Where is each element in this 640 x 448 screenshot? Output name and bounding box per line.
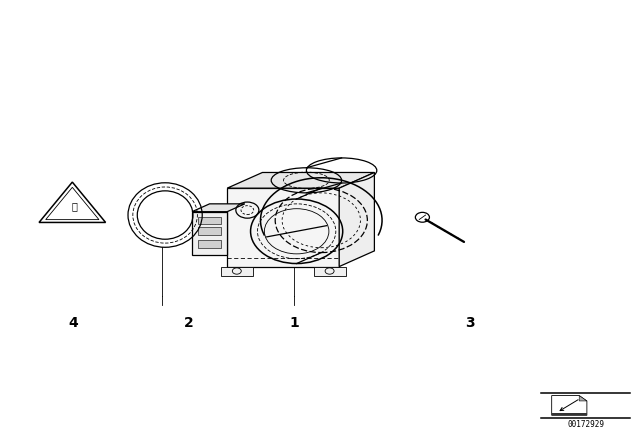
Polygon shape [192,204,245,211]
Polygon shape [221,267,253,276]
Polygon shape [198,228,221,235]
Polygon shape [227,172,374,188]
Polygon shape [339,172,374,267]
Polygon shape [314,267,346,276]
Text: 4: 4 [68,316,79,330]
Text: 彡: 彡 [71,201,77,211]
Polygon shape [552,396,587,415]
Text: 1: 1 [289,316,300,330]
Text: 2: 2 [184,316,194,330]
Polygon shape [579,396,587,401]
Polygon shape [198,241,221,248]
Polygon shape [552,413,587,415]
Circle shape [415,212,429,222]
Text: 00172929: 00172929 [567,420,604,429]
Polygon shape [227,188,339,267]
Polygon shape [198,217,221,224]
Polygon shape [192,211,227,255]
Text: 3: 3 [465,316,476,330]
